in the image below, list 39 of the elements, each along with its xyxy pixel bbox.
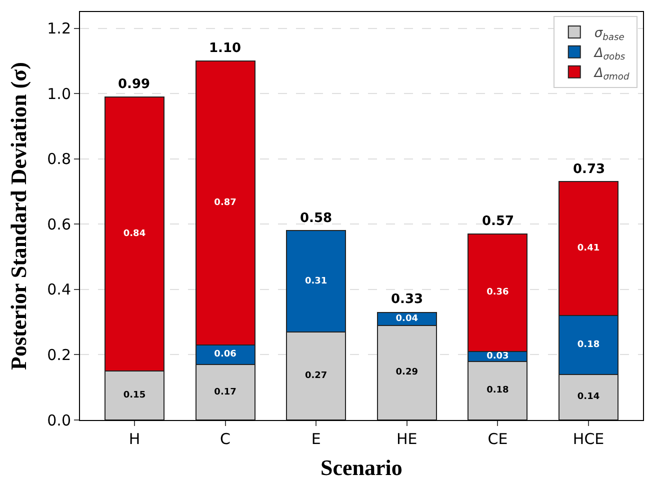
data-label: 0.03 <box>486 351 509 362</box>
y-tick-label: 0.0 <box>47 411 71 430</box>
x-tick-label: C <box>220 430 231 448</box>
data-label: 0.17 <box>214 387 236 398</box>
data-label: 0.06 <box>214 350 236 360</box>
legend-label: Δ$_{σmod}$ <box>593 66 630 83</box>
total-label: 0.99 <box>118 77 150 92</box>
data-label: 0.41 <box>577 244 600 254</box>
y-tick-label: 0.8 <box>47 150 71 168</box>
y-tick-label: 0.2 <box>47 346 71 364</box>
y-axis-title: Posterior Standard Deviation (σ) <box>6 62 31 370</box>
legend-label: σ$_{base}$ <box>594 26 625 43</box>
data-label: 0.18 <box>577 340 600 350</box>
total-label: 0.58 <box>300 211 332 226</box>
total-label: 0.73 <box>573 162 606 177</box>
total-label: 0.57 <box>482 214 514 229</box>
x-tick-label: CE <box>488 430 508 448</box>
total-label: 1.10 <box>209 41 242 56</box>
data-label: 0.87 <box>214 198 236 208</box>
x-tick-label: HE <box>396 430 418 448</box>
x-tick-label: H <box>128 430 140 448</box>
x-tick-label: E <box>311 430 321 448</box>
data-label: 0.36 <box>486 288 509 298</box>
data-label: 0.04 <box>396 314 418 324</box>
y-tick-label: 1.0 <box>47 84 71 103</box>
data-label: 0.15 <box>123 390 146 401</box>
y-tick-label: 1.2 <box>47 20 71 38</box>
y-tick-label: 0.6 <box>47 215 71 234</box>
data-label: 0.84 <box>123 228 146 239</box>
x-tick-label: HCE <box>572 430 604 448</box>
data-label: 0.27 <box>304 370 328 381</box>
data-label: 0.29 <box>396 368 418 378</box>
y-tick-label: 0.4 <box>47 280 71 299</box>
total-label: 0.33 <box>391 292 424 307</box>
data-label: 0.18 <box>486 386 509 396</box>
legend-label: Δ$_{σobs}$ <box>593 46 626 63</box>
data-label: 0.14 <box>577 392 600 402</box>
data-label: 0.31 <box>304 276 328 286</box>
x-axis-title: Scenario <box>320 455 402 480</box>
